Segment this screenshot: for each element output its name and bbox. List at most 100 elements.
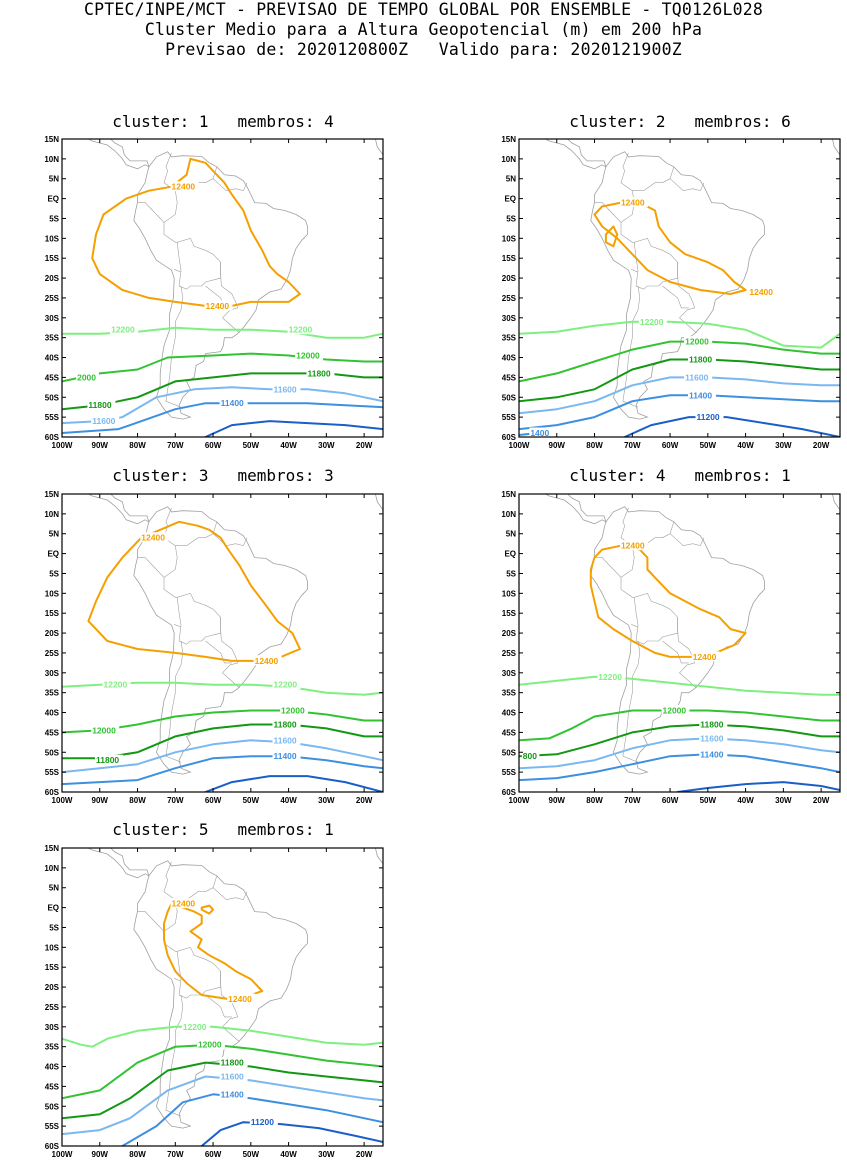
contour-label-12200: 12200 xyxy=(640,317,664,327)
contour-label-bg xyxy=(748,286,777,297)
lat-tick-label: EQ xyxy=(47,904,59,913)
lat-tick-label: 20S xyxy=(45,274,60,283)
lat-tick-label: 55S xyxy=(45,1122,60,1131)
lat-tick-label: 30S xyxy=(45,669,60,678)
country-border xyxy=(212,521,248,547)
lat-tick-label: 25S xyxy=(502,294,517,303)
contour-label-bg xyxy=(661,705,690,716)
contour-label-bg xyxy=(699,748,728,759)
lon-tick-label: 100W xyxy=(52,441,73,450)
lat-tick-label: 60S xyxy=(45,433,60,442)
lon-tick-label: 30W xyxy=(318,1150,335,1159)
lat-tick-label: 5N xyxy=(49,175,59,184)
contour-label-bg xyxy=(219,1057,248,1068)
contour-12000 xyxy=(62,352,383,383)
contour-label-11800: 11800 xyxy=(221,1058,244,1068)
country-border xyxy=(176,242,221,290)
lat-tick-label: 15S xyxy=(45,254,60,263)
contour-label-11400: 11400 xyxy=(221,1089,244,1099)
lat-tick-label: 25S xyxy=(502,649,517,658)
contour-label-bg xyxy=(110,324,139,335)
lat-tick-label: 5N xyxy=(49,530,59,539)
lon-tick-label: 60W xyxy=(662,441,679,450)
contour-label-bg xyxy=(272,750,301,761)
country-border xyxy=(165,994,184,1117)
contour-label-12400: 12400 xyxy=(172,899,196,909)
contour-11200 xyxy=(676,781,840,792)
lat-tick-label: 30S xyxy=(45,314,60,323)
contour-11600 xyxy=(519,737,840,770)
country-border xyxy=(594,557,622,578)
country-border xyxy=(176,597,221,645)
lat-tick-label: 25S xyxy=(45,294,60,303)
contour-label-12400: 12400 xyxy=(621,198,645,208)
lat-tick-label: 40S xyxy=(502,709,517,718)
country-border xyxy=(137,557,165,578)
contour-label-11600: 11600 xyxy=(700,733,723,743)
contour-label-bg xyxy=(181,1021,210,1032)
lon-tick-label: 50W xyxy=(243,1150,260,1159)
contour-label-12200: 12200 xyxy=(183,1022,207,1032)
contour-label-12200: 12200 xyxy=(111,325,135,335)
lat-tick-label: 55S xyxy=(45,413,60,422)
lon-tick-label: 20W xyxy=(356,441,373,450)
lat-tick-label: 10S xyxy=(502,234,517,243)
lat-tick-label: 5N xyxy=(506,175,516,184)
lat-tick-label: 15S xyxy=(45,963,60,972)
lat-tick-label: 35S xyxy=(45,334,60,343)
contour-label-bg xyxy=(521,750,540,761)
lon-tick-label: 40W xyxy=(737,796,754,805)
lat-tick-label: 50S xyxy=(502,748,517,757)
south-america-coastline xyxy=(590,151,765,420)
central-america-coastline xyxy=(519,139,607,170)
contour-label-12200: 12200 xyxy=(273,680,297,690)
contour-label-bg xyxy=(91,415,120,426)
lat-tick-label: EQ xyxy=(504,550,516,559)
central-america-coastline xyxy=(62,848,150,879)
contour-12400 xyxy=(200,904,215,915)
lon-tick-label: 70W xyxy=(624,796,641,805)
contour-12200 xyxy=(519,320,840,349)
lon-tick-label: 60W xyxy=(205,796,222,805)
contour-label-bg xyxy=(170,181,199,192)
contour-label-bg xyxy=(306,367,335,378)
map-panel-2: 1240012400122001200011800116001140014001… xyxy=(501,135,841,450)
country-border xyxy=(174,978,182,982)
lat-tick-label: 20S xyxy=(45,983,60,992)
africa-coastline xyxy=(375,494,383,537)
lon-tick-label: 50W xyxy=(700,796,717,805)
country-border xyxy=(212,166,248,192)
panel-title-2: cluster: 2 membros: 6 xyxy=(569,112,791,131)
contour-label-bg xyxy=(684,371,713,382)
contour-11400 xyxy=(519,394,840,431)
contour-label-12400: 12400 xyxy=(693,652,717,662)
country-border xyxy=(165,285,184,408)
lon-tick-label: 30W xyxy=(775,441,792,450)
contour-11200 xyxy=(204,420,383,437)
lat-tick-label: 5S xyxy=(49,214,59,223)
contour-label-11400: 11400 xyxy=(273,751,296,761)
country-border xyxy=(622,285,641,408)
contour-label-11400: 11400 xyxy=(689,390,712,400)
lat-tick-label: 10S xyxy=(45,943,60,952)
contour-label-bg xyxy=(529,427,553,438)
contour-label-bg xyxy=(295,350,324,361)
lat-tick-label: 15N xyxy=(44,490,59,499)
panel-title-3: cluster: 3 membros: 3 xyxy=(112,466,334,485)
contour-label-11600: 11600 xyxy=(92,416,115,426)
lat-tick-label: 10N xyxy=(44,864,59,873)
lat-tick-label: 40S xyxy=(45,1063,60,1072)
contour-11200 xyxy=(204,775,383,792)
map-panel-4: 12400 12400 12200 12000 800 11800 11600 11400 15… xyxy=(501,490,841,805)
lat-tick-label: 30S xyxy=(502,669,517,678)
lat-tick-label: 5S xyxy=(506,214,516,223)
contour-label-12400: 12400 xyxy=(621,541,645,551)
lon-tick-label: 70W xyxy=(167,441,184,450)
country-border xyxy=(620,152,633,191)
country-border xyxy=(633,242,678,290)
lat-tick-label: 15N xyxy=(44,135,59,144)
lon-tick-label: 40W xyxy=(280,1150,297,1159)
contour-label-12000: 12000 xyxy=(685,337,709,347)
country-border xyxy=(669,166,705,192)
contour-11200 xyxy=(200,1121,383,1146)
